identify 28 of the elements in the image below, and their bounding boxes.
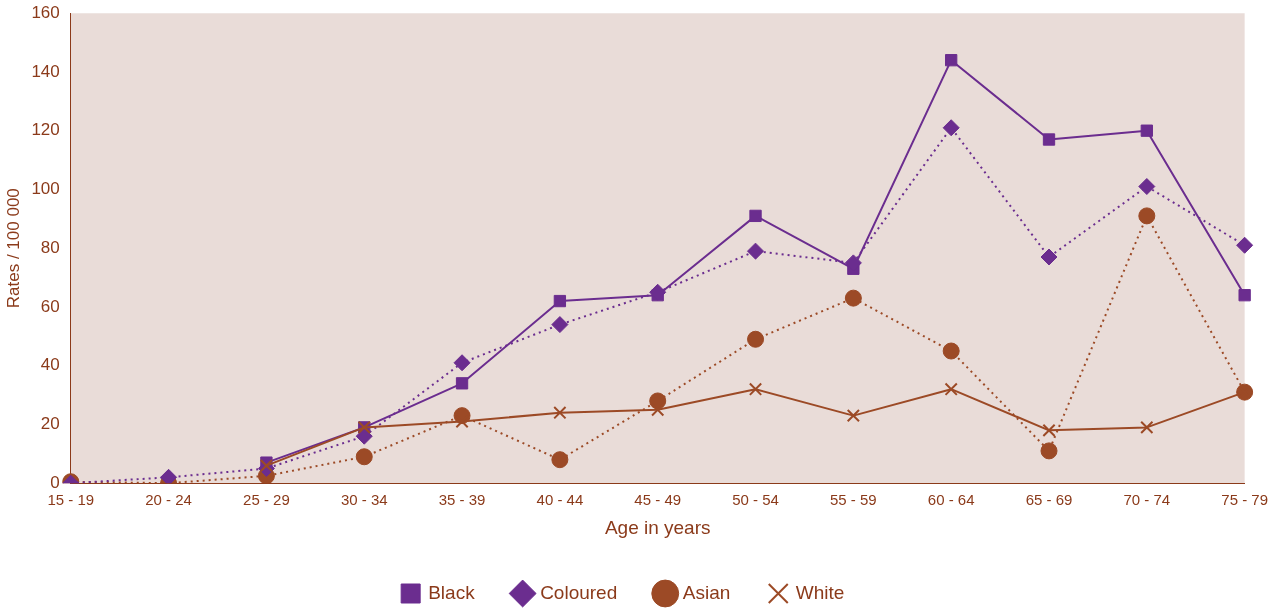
- y-tick-label: 160: [31, 2, 60, 22]
- x-tick-label: 25 - 29: [243, 491, 290, 509]
- y-tick-label: 60: [40, 296, 60, 316]
- legend-label: Asian: [682, 581, 731, 603]
- y-tick-label: 120: [31, 120, 60, 140]
- y-tick-label: 100: [31, 179, 60, 199]
- y-tick-label: 80: [40, 237, 60, 257]
- x-tick-label: 55 - 59: [830, 491, 877, 509]
- x-tick-label: 15 - 19: [47, 491, 95, 509]
- x-axis-title: Age in years: [604, 516, 711, 538]
- x-tick-label: 65 - 69: [1025, 491, 1073, 509]
- x-tick-label: 35 - 39: [438, 491, 486, 509]
- x-tick-label: 60 - 64: [927, 491, 975, 509]
- x-tick-label: 20 - 24: [145, 491, 192, 509]
- x-tick-label: 75 - 79: [1221, 491, 1268, 509]
- y-tick-label: 20: [40, 414, 60, 434]
- legend-label: Black: [428, 581, 476, 603]
- legend-label: White: [795, 581, 845, 603]
- y-tick-label: 0: [50, 472, 60, 492]
- y-tick-label: 40: [40, 355, 60, 375]
- y-tick-label: 140: [31, 61, 60, 81]
- x-tick-label: 70 - 74: [1123, 491, 1171, 509]
- y-axis-title: Rates / 100 000: [3, 188, 23, 309]
- x-tick-label: 50 - 54: [732, 491, 779, 509]
- x-tick-label: 30 - 34: [340, 491, 388, 509]
- x-tick-label: 45 - 49: [634, 491, 682, 509]
- legend-label: Coloured: [540, 581, 618, 603]
- x-tick-label: 40 - 44: [536, 491, 584, 509]
